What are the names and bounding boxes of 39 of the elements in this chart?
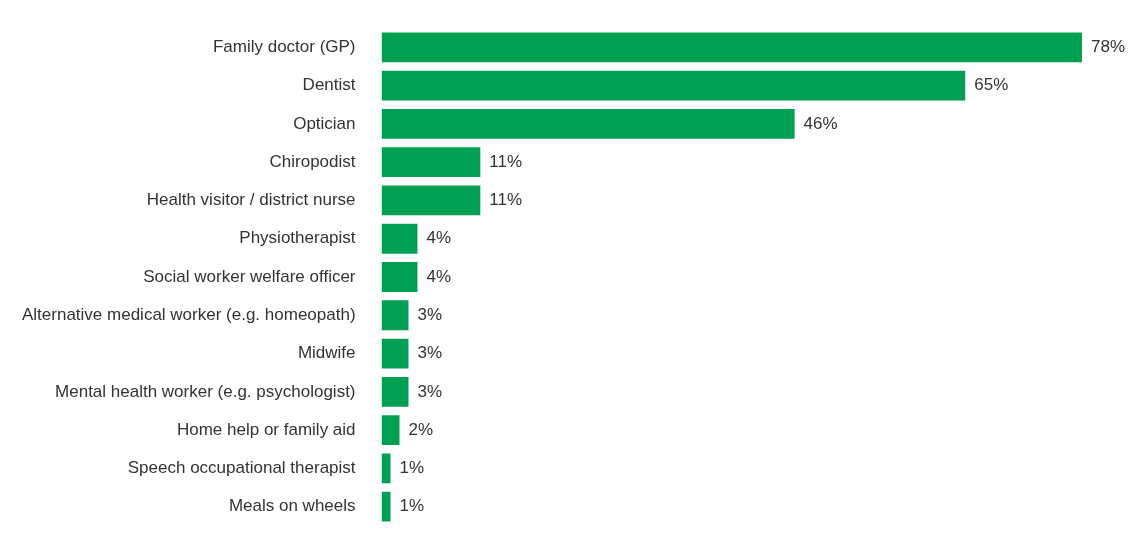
bar (381, 262, 418, 292)
y-tick-label: Midwife (297, 343, 356, 363)
bar (381, 338, 409, 369)
data-label: 3% (417, 343, 443, 363)
data-label: 2% (408, 419, 434, 439)
data-label: 1% (399, 496, 425, 516)
bar (381, 223, 418, 254)
bar (381, 376, 409, 407)
data-label: 4% (426, 266, 452, 286)
y-tick-label: Chiropodist (269, 151, 356, 171)
y-tick-label: Speech occupational therapist (127, 458, 356, 478)
bar (381, 300, 409, 331)
data-label: 78% (1090, 37, 1125, 57)
data-label: 65% (974, 75, 1009, 95)
y-tick-label: Social worker welfare officer (143, 266, 356, 286)
bar (381, 185, 481, 216)
y-tick-label: Home help or family aid (176, 419, 356, 439)
y-tick-label: Alternative medical worker (e.g. homeopath) (22, 304, 356, 324)
y-tick-label: Dentist (302, 75, 356, 95)
bar (381, 32, 1082, 63)
bar (381, 491, 391, 522)
y-tick-label: Mental health worker (e.g. psychologist) (55, 381, 356, 401)
data-label: 3% (417, 304, 443, 324)
data-label: 46% (803, 113, 838, 133)
bar (381, 147, 481, 178)
y-tick-label: Physiotherapist (239, 228, 356, 248)
bar (381, 70, 966, 101)
bar (381, 453, 391, 484)
data-label: 11% (489, 190, 523, 210)
bar (381, 415, 400, 446)
bar (381, 108, 795, 139)
y-tick-label: Health visitor / district nurse (146, 190, 356, 210)
data-label: 11% (489, 151, 523, 171)
y-tick-label: Family doctor (GP) (212, 37, 356, 57)
y-tick-label: Optician (293, 113, 356, 133)
data-label: 4% (426, 228, 452, 248)
y-tick-label: Meals on wheels (228, 496, 356, 516)
data-label: 1% (399, 458, 425, 478)
data-label: 3% (417, 381, 443, 401)
